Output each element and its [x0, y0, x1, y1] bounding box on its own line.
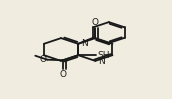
- Text: N: N: [81, 39, 88, 48]
- Text: O: O: [92, 18, 99, 27]
- Text: O: O: [39, 55, 46, 64]
- Text: O: O: [60, 70, 67, 79]
- Text: SH: SH: [97, 51, 110, 60]
- Text: N: N: [98, 57, 105, 66]
